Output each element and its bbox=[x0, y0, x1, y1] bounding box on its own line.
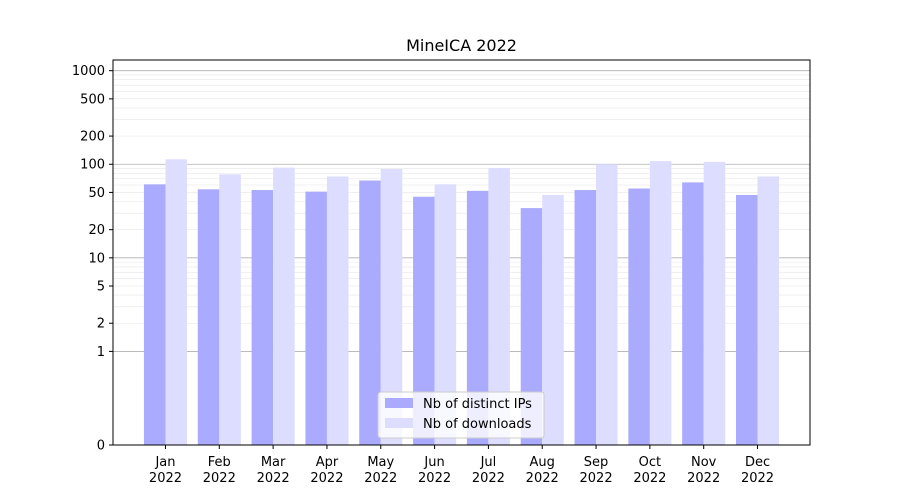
legend-swatch bbox=[385, 398, 413, 408]
x-tick-label-month: Feb bbox=[208, 455, 231, 470]
bar-downloads-5 bbox=[434, 184, 457, 445]
bar-distinct-ips-1 bbox=[197, 189, 220, 445]
x-tick-label-year: 2022 bbox=[741, 471, 774, 486]
x-tick-label-year: 2022 bbox=[149, 471, 182, 486]
y-tick-label: 2 bbox=[97, 317, 105, 332]
bar-distinct-ips-8 bbox=[574, 190, 597, 445]
x-tick-label: Jul 2022 bbox=[472, 455, 505, 486]
y-tick-label: 100 bbox=[80, 158, 105, 173]
bar-distinct-ips-2 bbox=[251, 190, 274, 445]
x-tick-label-year: 2022 bbox=[526, 471, 559, 486]
y-tick-label: 200 bbox=[80, 130, 105, 145]
x-tick-label: May 2022 bbox=[364, 455, 397, 486]
x-tick-label-year: 2022 bbox=[257, 471, 290, 486]
bar-downloads-0 bbox=[165, 159, 188, 446]
x-tick-label-month: Jan bbox=[154, 455, 175, 470]
x-tick-label-year: 2022 bbox=[472, 471, 505, 486]
legend-box bbox=[377, 391, 545, 439]
x-tick-label-year: 2022 bbox=[310, 471, 343, 486]
y-tick-label: 500 bbox=[80, 92, 105, 107]
x-tick-label-month: Jun bbox=[423, 455, 444, 470]
y-tick-label: 1 bbox=[97, 345, 105, 360]
x-tick-label: Jun 2022 bbox=[418, 455, 451, 486]
bar-distinct-ips-5 bbox=[413, 196, 435, 445]
y-tick-label: 5 bbox=[97, 280, 105, 295]
x-tick-label-month: May bbox=[367, 455, 394, 470]
x-tick-label: Dec 2022 bbox=[741, 455, 774, 486]
x-tick-label: Apr 2022 bbox=[310, 455, 343, 486]
x-tick-label-year: 2022 bbox=[203, 471, 236, 486]
legend: Nb of distinct IPs Nb of downloads bbox=[377, 391, 545, 439]
x-tick-label: Aug 2022 bbox=[526, 455, 559, 486]
legend-label: Nb of distinct IPs bbox=[423, 397, 532, 412]
bar-downloads-9 bbox=[649, 161, 672, 445]
x-tick-label-month: Apr bbox=[316, 455, 339, 470]
bar-downloads-6 bbox=[488, 168, 510, 445]
bar-downloads-2 bbox=[273, 167, 295, 445]
legend-swatch bbox=[385, 418, 413, 428]
bar-distinct-ips-11 bbox=[735, 194, 758, 445]
bar-downloads-3 bbox=[326, 176, 349, 446]
bar-distinct-ips-4 bbox=[359, 180, 381, 446]
y-tick-label: 0 bbox=[97, 439, 105, 454]
x-tick-label-month: Nov bbox=[691, 455, 717, 470]
bar-distinct-ips-0 bbox=[143, 184, 166, 445]
x-tick-label-year: 2022 bbox=[633, 471, 666, 486]
x-tick-label: Mar 2022 bbox=[257, 455, 290, 486]
chart-title: MineICA 2022 bbox=[406, 36, 517, 55]
bar-downloads-4 bbox=[380, 168, 403, 445]
x-tick-label-year: 2022 bbox=[418, 471, 451, 486]
bar-distinct-ips-10 bbox=[682, 182, 704, 445]
x-tick-label: Nov 2022 bbox=[687, 455, 720, 486]
bar-distinct-ips-7 bbox=[520, 208, 543, 445]
bar-distinct-ips-9 bbox=[628, 188, 650, 445]
bar-downloads-8 bbox=[596, 164, 618, 445]
bar-distinct-ips-6 bbox=[466, 190, 489, 445]
x-tick-label: Oct 2022 bbox=[633, 455, 666, 486]
bars bbox=[143, 159, 780, 446]
x-tick-label: Jan 2022 bbox=[149, 455, 182, 486]
x-tick-label-month: Sep bbox=[584, 455, 609, 470]
x-tick-label-month: Mar bbox=[261, 455, 286, 470]
x-tick-label: Sep 2022 bbox=[580, 455, 613, 486]
bar-downloads-7 bbox=[542, 194, 564, 445]
y-axis: 0 1 2 5 10 20 50 100 200 500 1000 bbox=[72, 64, 113, 454]
y-tick-label: 50 bbox=[88, 186, 105, 201]
x-tick-label-month: Jul bbox=[480, 455, 497, 470]
x-tick-label-month: Oct bbox=[639, 455, 661, 470]
x-tick-label-year: 2022 bbox=[364, 471, 397, 486]
bar-distinct-ips-3 bbox=[305, 191, 327, 445]
legend-label: Nb of downloads bbox=[423, 417, 532, 432]
bar-downloads-1 bbox=[219, 174, 241, 445]
y-tick-label: 1000 bbox=[72, 64, 105, 79]
x-tick-label-year: 2022 bbox=[687, 471, 720, 486]
x-tick-label: Feb 2022 bbox=[203, 455, 236, 486]
bar-downloads-10 bbox=[703, 161, 726, 445]
x-tick-label-month: Aug bbox=[530, 455, 555, 470]
x-tick-label-month: Dec bbox=[745, 455, 770, 470]
y-tick-label: 20 bbox=[88, 223, 105, 238]
plot-frame bbox=[112, 59, 811, 446]
x-tick-label-year: 2022 bbox=[580, 471, 613, 486]
bar-downloads-11 bbox=[757, 176, 780, 446]
y-tick-label: 10 bbox=[88, 251, 105, 266]
